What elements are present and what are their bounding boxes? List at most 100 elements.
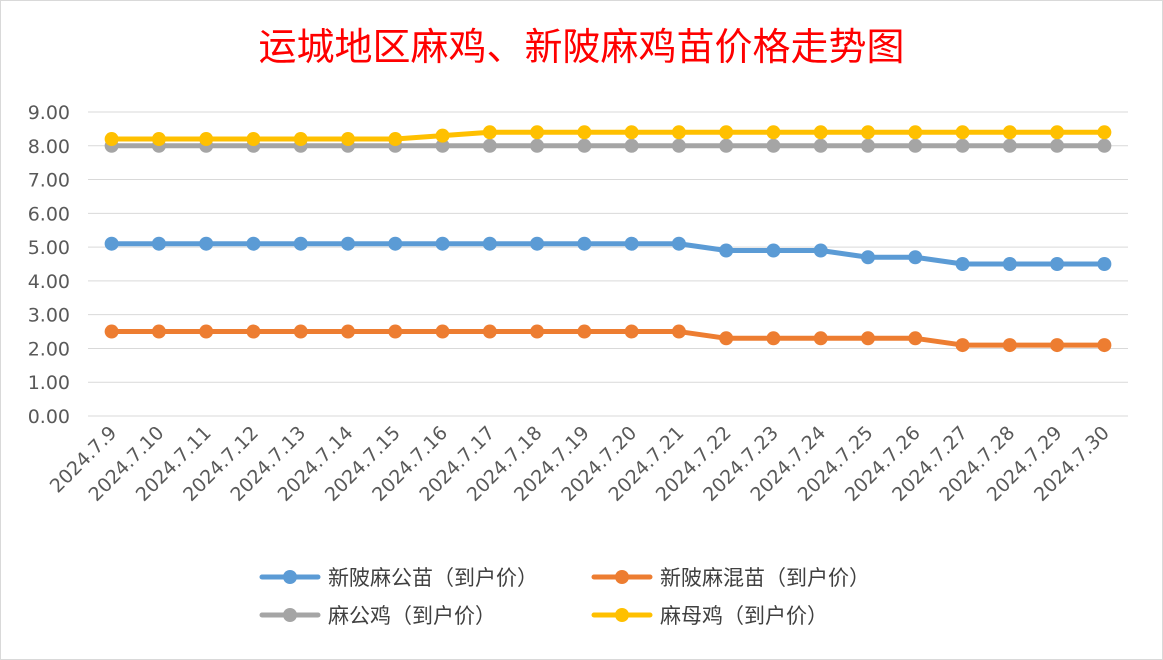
data-point (671, 236, 686, 251)
data-point (341, 236, 355, 251)
data-point (861, 331, 875, 346)
y-tick-label: 7.00 (28, 170, 70, 192)
data-point (530, 324, 545, 339)
legend-label: 新陂麻公苗（到户价） (328, 566, 538, 590)
data-point (908, 125, 923, 140)
data-point (246, 132, 261, 147)
data-point (293, 132, 308, 147)
data-point (671, 138, 686, 153)
y-axis: 0.00 1.00 2.00 3.00 4.00 5.00 6.00 7.00 8.00 9.00 (28, 102, 70, 428)
data-point (577, 324, 592, 339)
y-tick-label: 2.00 (28, 338, 70, 360)
data-point (151, 132, 166, 147)
y-tick-label: 3.00 (28, 305, 70, 327)
data-point (861, 125, 875, 140)
data-point (813, 138, 828, 153)
data-point (435, 128, 450, 143)
data-point (671, 324, 686, 339)
legend: 新陂麻公苗（到户价） 新陂麻混苗（到户价） 麻公鸡（到户价） 麻母鸡（到户价） (259, 566, 870, 628)
series-line (109, 329, 1107, 348)
data-point (482, 324, 497, 339)
data-point (908, 250, 923, 265)
data-point (104, 132, 119, 147)
data-point (1050, 125, 1065, 140)
data-point (199, 132, 214, 147)
data-point (1050, 338, 1065, 353)
data-point (482, 236, 497, 251)
data-point (151, 236, 166, 251)
data-point (955, 125, 970, 140)
data-point (766, 331, 781, 346)
data-point (624, 236, 639, 251)
data-point (1002, 138, 1017, 153)
data-point (908, 331, 923, 346)
data-point (530, 236, 545, 251)
data-point (104, 236, 119, 251)
data-point (1050, 257, 1065, 271)
y-tick-label: 9.00 (28, 102, 70, 124)
data-point (530, 138, 545, 153)
series-line (109, 129, 1107, 142)
data-point (246, 236, 261, 251)
series-4 (104, 125, 1112, 147)
data-point (341, 324, 355, 339)
data-point (813, 125, 828, 140)
legend-label: 麻母鸡（到户价） (660, 604, 828, 628)
legend-marker (283, 570, 297, 584)
data-point (1097, 257, 1112, 271)
data-point (1002, 338, 1017, 353)
data-point (624, 324, 639, 339)
data-point (1050, 138, 1065, 153)
legend-item: 麻公鸡（到户价） (259, 604, 496, 628)
data-point (435, 236, 450, 251)
data-point (766, 243, 781, 258)
legend-item: 新陂麻混苗（到户价） (591, 566, 870, 590)
data-point (671, 125, 686, 140)
y-tick-label: 1.00 (28, 372, 70, 394)
data-point (482, 125, 497, 140)
data-point (341, 132, 355, 147)
data-point (955, 338, 970, 353)
legend-marker (615, 570, 629, 584)
data-point (577, 236, 592, 251)
y-tick-label: 4.00 (28, 271, 70, 293)
data-point (766, 138, 781, 153)
series-line (109, 241, 1107, 267)
legend-marker (615, 608, 629, 622)
data-point (577, 125, 592, 140)
data-point (1097, 138, 1112, 153)
data-point (151, 324, 166, 339)
data-point (719, 331, 734, 346)
data-point (1002, 125, 1017, 140)
y-tick-label: 8.00 (28, 136, 70, 158)
data-point (1097, 125, 1112, 140)
legend-label: 麻公鸡（到户价） (328, 604, 496, 628)
legend-item: 麻母鸡（到户价） (591, 604, 828, 628)
series-1 (104, 236, 1112, 271)
data-point (719, 243, 734, 258)
data-point (435, 324, 450, 339)
data-point (199, 324, 214, 339)
data-point (861, 250, 875, 265)
data-point (388, 132, 403, 147)
data-point (719, 138, 734, 153)
data-point (482, 138, 497, 153)
data-point (813, 331, 828, 346)
data-point (908, 138, 923, 153)
data-point (624, 125, 639, 140)
data-point (530, 125, 545, 140)
y-tick-label: 0.00 (28, 406, 70, 428)
series-2 (104, 324, 1112, 353)
gridlines (88, 111, 1128, 417)
chart-title: 运城地区麻鸡、新陂麻鸡苗价格走势图 (258, 25, 905, 69)
y-tick-label: 5.00 (28, 237, 70, 259)
data-point (293, 324, 308, 339)
data-point (293, 236, 308, 251)
data-point (719, 125, 734, 140)
data-point (388, 236, 403, 251)
data-point (104, 324, 119, 339)
data-point (813, 243, 828, 258)
data-point (955, 138, 970, 153)
data-point (624, 138, 639, 153)
data-point (1097, 338, 1112, 353)
